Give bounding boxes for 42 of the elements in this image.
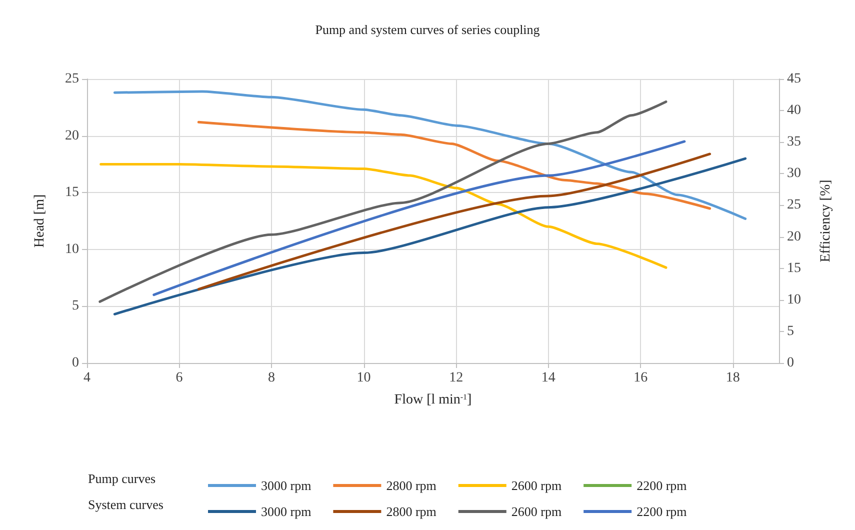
y2-axis-title: Efficiency [%]: [818, 180, 834, 262]
line-series: [100, 162, 668, 269]
y-tick-label: 5: [72, 298, 79, 314]
legend-label: 2800 rpm: [386, 504, 436, 519]
y2-tick-label: 35: [787, 134, 801, 150]
y-tick-label: 15: [65, 185, 79, 200]
x-tick-label: 14: [541, 370, 556, 386]
y2-tick-label: 40: [787, 103, 801, 118]
y2-tick-label: 0: [787, 356, 794, 370]
text: Pump curves: [88, 471, 156, 486]
x-tick-label: 18: [726, 370, 740, 386]
legend-label: 2600 rpm: [511, 478, 562, 493]
line-series: [113, 157, 747, 316]
y-tick-label: 25: [65, 72, 79, 86]
y2-tick-label: 20: [787, 229, 801, 244]
text: System curves: [88, 497, 164, 512]
y2-tick-label: 10: [787, 292, 801, 308]
y-tick-label: 10: [65, 242, 79, 257]
legend-label: 2200 rpm: [636, 504, 687, 519]
x-tick-label: 12: [449, 370, 464, 386]
line-series: [197, 120, 712, 210]
legend-label: 2600 rpm: [511, 504, 562, 519]
y-axis-title: Head [m]: [32, 194, 48, 248]
y2-tick-label: 25: [787, 198, 801, 213]
y-tick-label: 20: [65, 128, 79, 144]
x-tick-label: 6: [176, 370, 183, 386]
x-tick-label: 16: [634, 370, 648, 386]
line-series: [98, 100, 668, 303]
x-tick-label: 4: [84, 370, 90, 386]
x-tick-label: 8: [268, 370, 276, 386]
legend-label: 2200 rpm: [636, 478, 687, 493]
x-tick-label: 10: [356, 370, 371, 386]
legend-label: 2800 rpm: [386, 478, 436, 493]
y2-tick-label: 45: [787, 72, 801, 86]
chart-title: Pump and system curves of series coupling: [315, 22, 540, 37]
y2-tick-label: 15: [787, 260, 801, 276]
y2-tick-label: 5: [787, 324, 794, 339]
y2-tick-label: 30: [787, 166, 801, 182]
line-series: [113, 90, 747, 220]
y-tick-label: 0: [72, 356, 79, 370]
legend-label: 3000 rpm: [261, 478, 312, 493]
legend-label: 3000 rpm: [261, 504, 312, 519]
